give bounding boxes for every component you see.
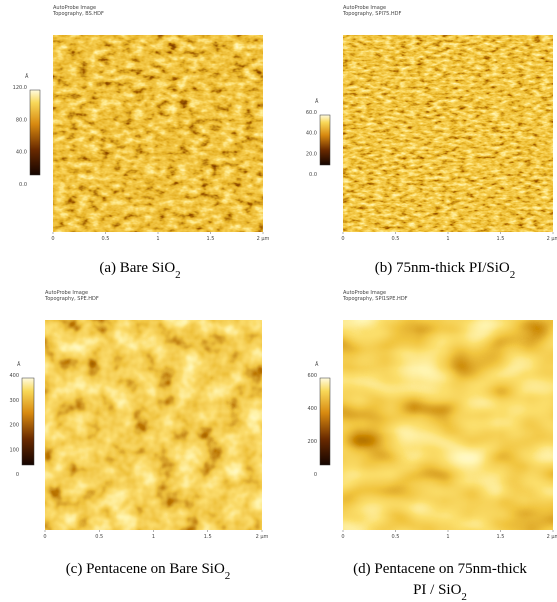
scale-tick-label: 100 bbox=[9, 447, 19, 453]
caption-text: (d) Pentacene on 75nm-thick bbox=[353, 561, 527, 577]
caption-text: (b) 75nm-thick PI/SiO bbox=[375, 260, 510, 276]
figure: AutoProbe ImageTopography, BS.HDFÅ120.08… bbox=[0, 0, 557, 602]
x-tick-label: 2 μm bbox=[547, 534, 557, 540]
afm-image bbox=[45, 320, 262, 530]
scale-tick-label: 40.0 bbox=[306, 131, 317, 137]
x-tick-label: 2 μm bbox=[256, 534, 269, 540]
x-tick-label: 1 bbox=[156, 236, 159, 242]
scale-unit: Å bbox=[315, 361, 319, 368]
scale-unit: Å bbox=[315, 98, 319, 105]
scale-tick-label: 120.0 bbox=[13, 85, 27, 91]
x-tick-label: 1.5 bbox=[207, 236, 215, 242]
x-tick-label: 1.5 bbox=[497, 236, 505, 242]
caption: (a) Bare SiO2 bbox=[99, 260, 180, 281]
color-scale bbox=[320, 378, 330, 465]
x-tick-label: 0.5 bbox=[392, 534, 400, 540]
caption: (d) Pentacene on 75nm-thick bbox=[353, 561, 527, 577]
x-tick-label: 1.5 bbox=[204, 534, 212, 540]
scale-tick-label: 200 bbox=[307, 439, 317, 445]
subscript: 2 bbox=[175, 269, 181, 281]
scale-tick-label: 80.0 bbox=[16, 117, 27, 123]
scale-tick-label: 60.0 bbox=[306, 110, 317, 116]
scale-tick-label: 20.0 bbox=[306, 151, 317, 157]
afm-image bbox=[343, 320, 553, 530]
caption: (b) 75nm-thick PI/SiO2 bbox=[375, 260, 516, 281]
color-scale bbox=[320, 115, 330, 165]
image-header: Topography, BS.HDF bbox=[52, 11, 104, 17]
x-tick-label: 1 bbox=[446, 236, 449, 242]
subscript: 2 bbox=[225, 570, 231, 582]
caption-text: (c) Pentacene on Bare SiO bbox=[66, 561, 225, 577]
x-tick-label: 1 bbox=[446, 534, 449, 540]
afm-image bbox=[343, 35, 553, 232]
caption-text: (a) Bare SiO bbox=[99, 260, 175, 276]
x-tick-label: 2 μm bbox=[257, 236, 270, 242]
x-tick-label: 0 bbox=[43, 534, 46, 540]
scale-tick-label: 0.0 bbox=[19, 182, 27, 188]
scale-tick-label: 300 bbox=[9, 398, 19, 404]
image-header: Topography, SPE.HDF bbox=[44, 296, 99, 302]
color-scale bbox=[30, 90, 40, 175]
x-tick-label: 0 bbox=[341, 236, 344, 242]
scale-tick-label: 40.0 bbox=[16, 150, 27, 156]
subscript: 2 bbox=[461, 591, 467, 602]
caption-text: PI / SiO bbox=[413, 582, 462, 598]
x-tick-label: 0 bbox=[51, 236, 54, 242]
scale-tick-label: 0 bbox=[314, 472, 317, 478]
scale-tick-label: 0.0 bbox=[309, 172, 317, 178]
subscript: 2 bbox=[510, 269, 516, 281]
scale-unit: Å bbox=[25, 73, 29, 80]
color-scale bbox=[22, 378, 34, 465]
scale-tick-label: 400 bbox=[9, 373, 19, 379]
scale-tick-label: 0 bbox=[16, 472, 19, 478]
x-tick-label: 0.5 bbox=[102, 236, 110, 242]
x-tick-label: 1 bbox=[152, 534, 155, 540]
scale-tick-label: 200 bbox=[9, 423, 19, 429]
afm-image bbox=[53, 35, 263, 232]
scale-tick-label: 600 bbox=[307, 373, 317, 379]
caption: (c) Pentacene on Bare SiO2 bbox=[66, 561, 231, 582]
x-tick-label: 0.5 bbox=[392, 236, 400, 242]
x-tick-label: 2 μm bbox=[547, 236, 557, 242]
x-tick-label: 0 bbox=[341, 534, 344, 540]
caption: PI / SiO2 bbox=[413, 582, 467, 602]
scale-tick-label: 400 bbox=[307, 406, 317, 412]
image-header: Topography, SPI75.HDF bbox=[342, 11, 401, 17]
scale-unit: Å bbox=[17, 361, 21, 368]
x-tick-label: 0.5 bbox=[95, 534, 103, 540]
image-header: Topography, SPI1SPE.HDF bbox=[342, 296, 408, 302]
x-tick-label: 1.5 bbox=[497, 534, 505, 540]
